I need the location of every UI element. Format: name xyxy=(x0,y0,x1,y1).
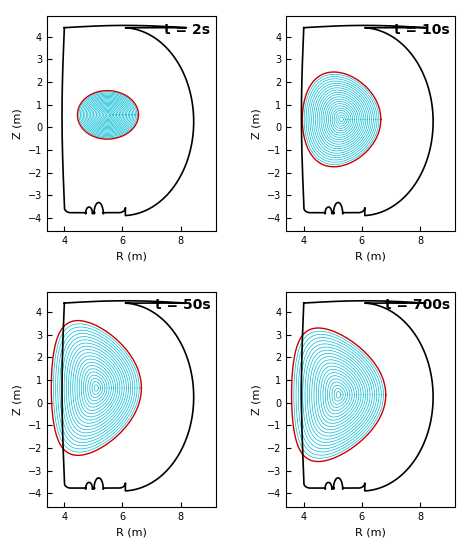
X-axis label: R (m): R (m) xyxy=(355,252,386,262)
Y-axis label: Z (m): Z (m) xyxy=(251,108,262,140)
Y-axis label: Z (m): Z (m) xyxy=(12,384,22,415)
X-axis label: R (m): R (m) xyxy=(355,527,386,537)
Y-axis label: Z (m): Z (m) xyxy=(12,108,22,140)
Text: t = 50s: t = 50s xyxy=(155,298,211,312)
X-axis label: R (m): R (m) xyxy=(116,527,147,537)
X-axis label: R (m): R (m) xyxy=(116,252,147,262)
Text: t = 2s: t = 2s xyxy=(165,23,211,37)
Text: t = 10s: t = 10s xyxy=(394,23,450,37)
Text: t = 700s: t = 700s xyxy=(385,298,450,312)
Y-axis label: Z (m): Z (m) xyxy=(251,384,262,415)
